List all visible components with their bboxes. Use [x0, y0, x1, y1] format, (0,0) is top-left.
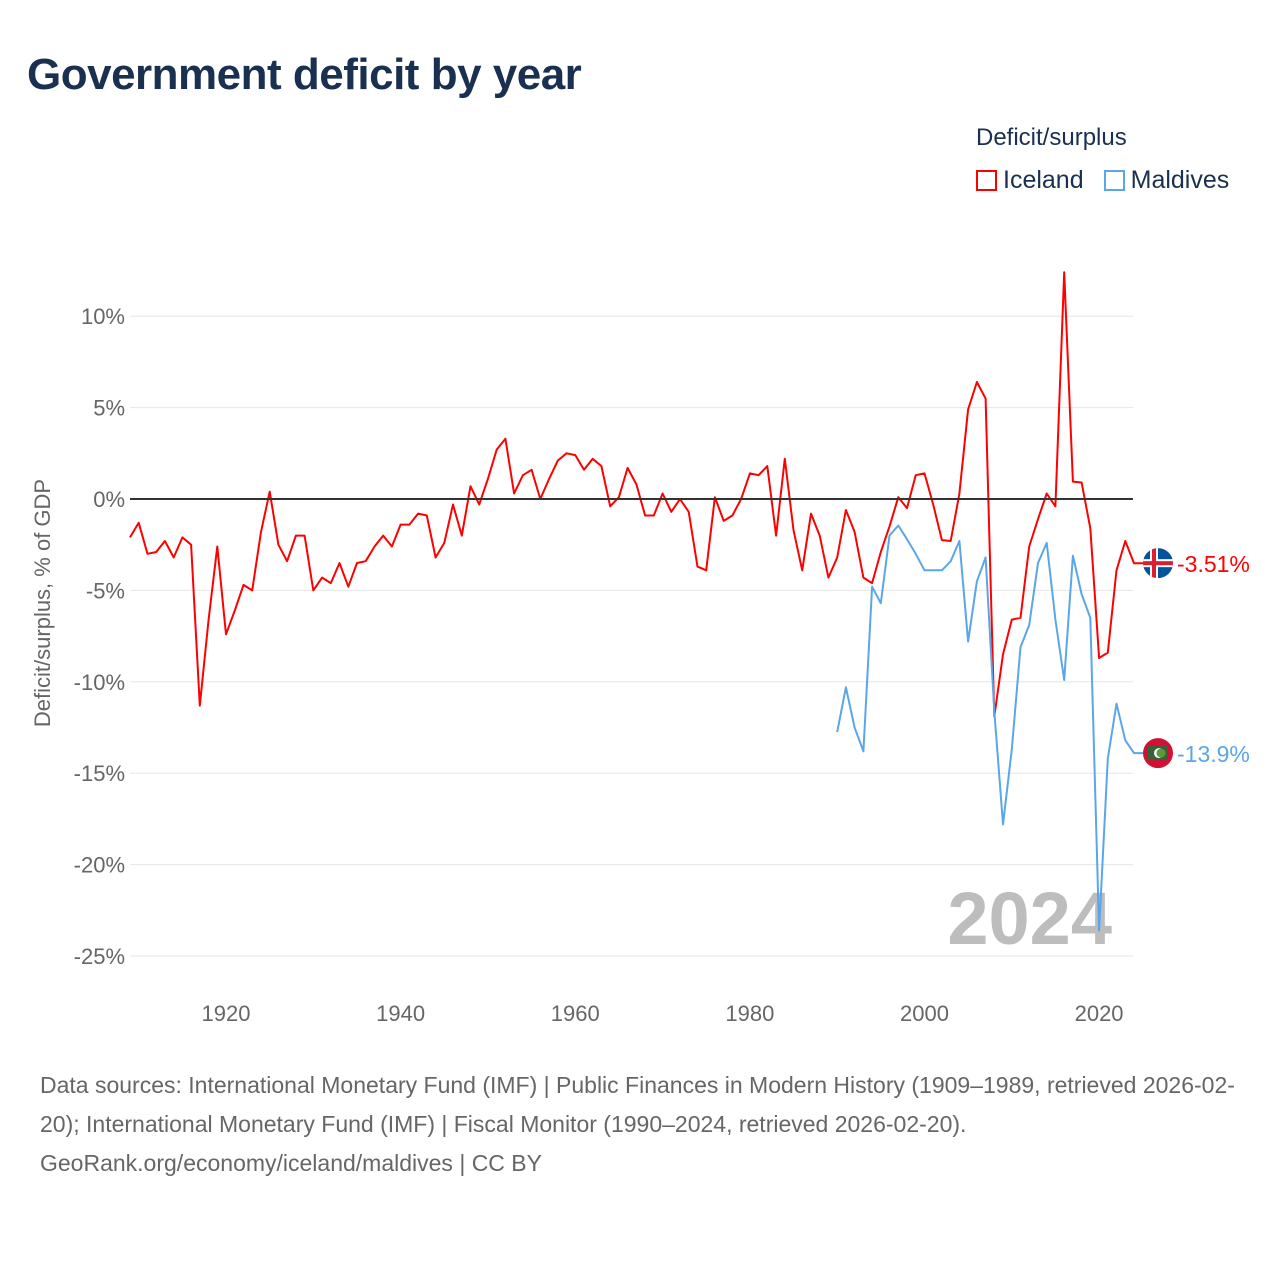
series-line-maldives — [836, 524, 1146, 932]
y-tick-label: -15% — [74, 761, 125, 786]
credit-link[interactable]: GeoRank.org/economy/iceland/maldives | C… — [40, 1150, 542, 1176]
x-tick-label: 2000 — [900, 1001, 949, 1026]
y-tick-label: -20% — [74, 853, 125, 878]
maldives-flag-icon — [1143, 738, 1173, 769]
y-axis-label: Deficit/surplus, % of GDP — [30, 479, 55, 727]
year-watermark: 2024 — [947, 877, 1112, 960]
x-tick-label: 1960 — [551, 1001, 600, 1026]
y-tick-label: 0% — [93, 487, 125, 512]
data-sources: Data sources: International Monetary Fun… — [40, 1072, 1235, 1137]
legend-title: Deficit/surplus — [976, 124, 1127, 151]
iceland-flag-icon — [1143, 548, 1173, 579]
x-tick-label: 1920 — [202, 1001, 251, 1026]
series-line-iceland — [129, 271, 1146, 718]
legend-item-maldives[interactable]: Maldives — [1103, 166, 1230, 195]
x-tick-label: 1980 — [725, 1001, 774, 1026]
line-chart: 2024 10% 5% 0% -5% -10% -15% -20% -25% 1920 1940 19… — [30, 271, 1250, 1026]
y-tick-label: -5% — [86, 578, 125, 603]
legend-item-iceland[interactable]: Iceland — [976, 166, 1084, 195]
legend-swatch-iceland — [976, 170, 997, 191]
legend-label-maldives: Maldives — [1130, 166, 1230, 194]
x-tick-label: 1940 — [376, 1001, 425, 1026]
legend-swatch-maldives — [1103, 170, 1125, 191]
legend: Deficit/surplus Iceland Maldives — [976, 124, 1249, 195]
y-tick-label: 5% — [93, 396, 125, 421]
legend-label-iceland: Iceland — [1003, 166, 1084, 194]
end-label-iceland: -3.51% — [1177, 551, 1250, 577]
y-tick-label: -10% — [74, 670, 125, 695]
x-tick-label: 2020 — [1075, 1001, 1124, 1026]
end-label-maldives: -13.9% — [1177, 741, 1250, 767]
y-tick-label: 10% — [81, 304, 125, 329]
footer: Data sources: International Monetary Fun… — [40, 1066, 1240, 1183]
chart-title: Government deficit by year — [27, 50, 582, 99]
y-tick-label: -25% — [74, 944, 125, 969]
